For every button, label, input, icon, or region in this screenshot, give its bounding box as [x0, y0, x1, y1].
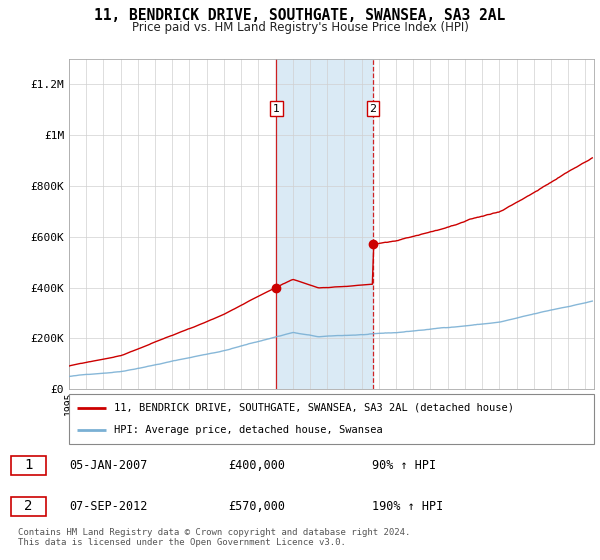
- Text: 1: 1: [25, 458, 32, 472]
- Text: 11, BENDRICK DRIVE, SOUTHGATE, SWANSEA, SA3 2AL (detached house): 11, BENDRICK DRIVE, SOUTHGATE, SWANSEA, …: [113, 403, 514, 413]
- Text: £400,000: £400,000: [228, 459, 285, 473]
- Bar: [276, 59, 373, 389]
- Text: 05-JAN-2007: 05-JAN-2007: [69, 459, 148, 473]
- Text: Price paid vs. HM Land Registry's House Price Index (HPI): Price paid vs. HM Land Registry's House …: [131, 21, 469, 34]
- Text: 1: 1: [273, 104, 280, 114]
- Text: 2: 2: [370, 104, 377, 114]
- Text: 07-SEP-2012: 07-SEP-2012: [69, 500, 148, 514]
- Text: Contains HM Land Registry data © Crown copyright and database right 2024.
This d: Contains HM Land Registry data © Crown c…: [18, 528, 410, 547]
- Text: 190% ↑ HPI: 190% ↑ HPI: [372, 500, 443, 514]
- Text: £570,000: £570,000: [228, 500, 285, 514]
- Text: 90% ↑ HPI: 90% ↑ HPI: [372, 459, 436, 473]
- Text: 11, BENDRICK DRIVE, SOUTHGATE, SWANSEA, SA3 2AL: 11, BENDRICK DRIVE, SOUTHGATE, SWANSEA, …: [94, 8, 506, 24]
- Text: 2: 2: [25, 500, 32, 513]
- Text: HPI: Average price, detached house, Swansea: HPI: Average price, detached house, Swan…: [113, 425, 382, 435]
